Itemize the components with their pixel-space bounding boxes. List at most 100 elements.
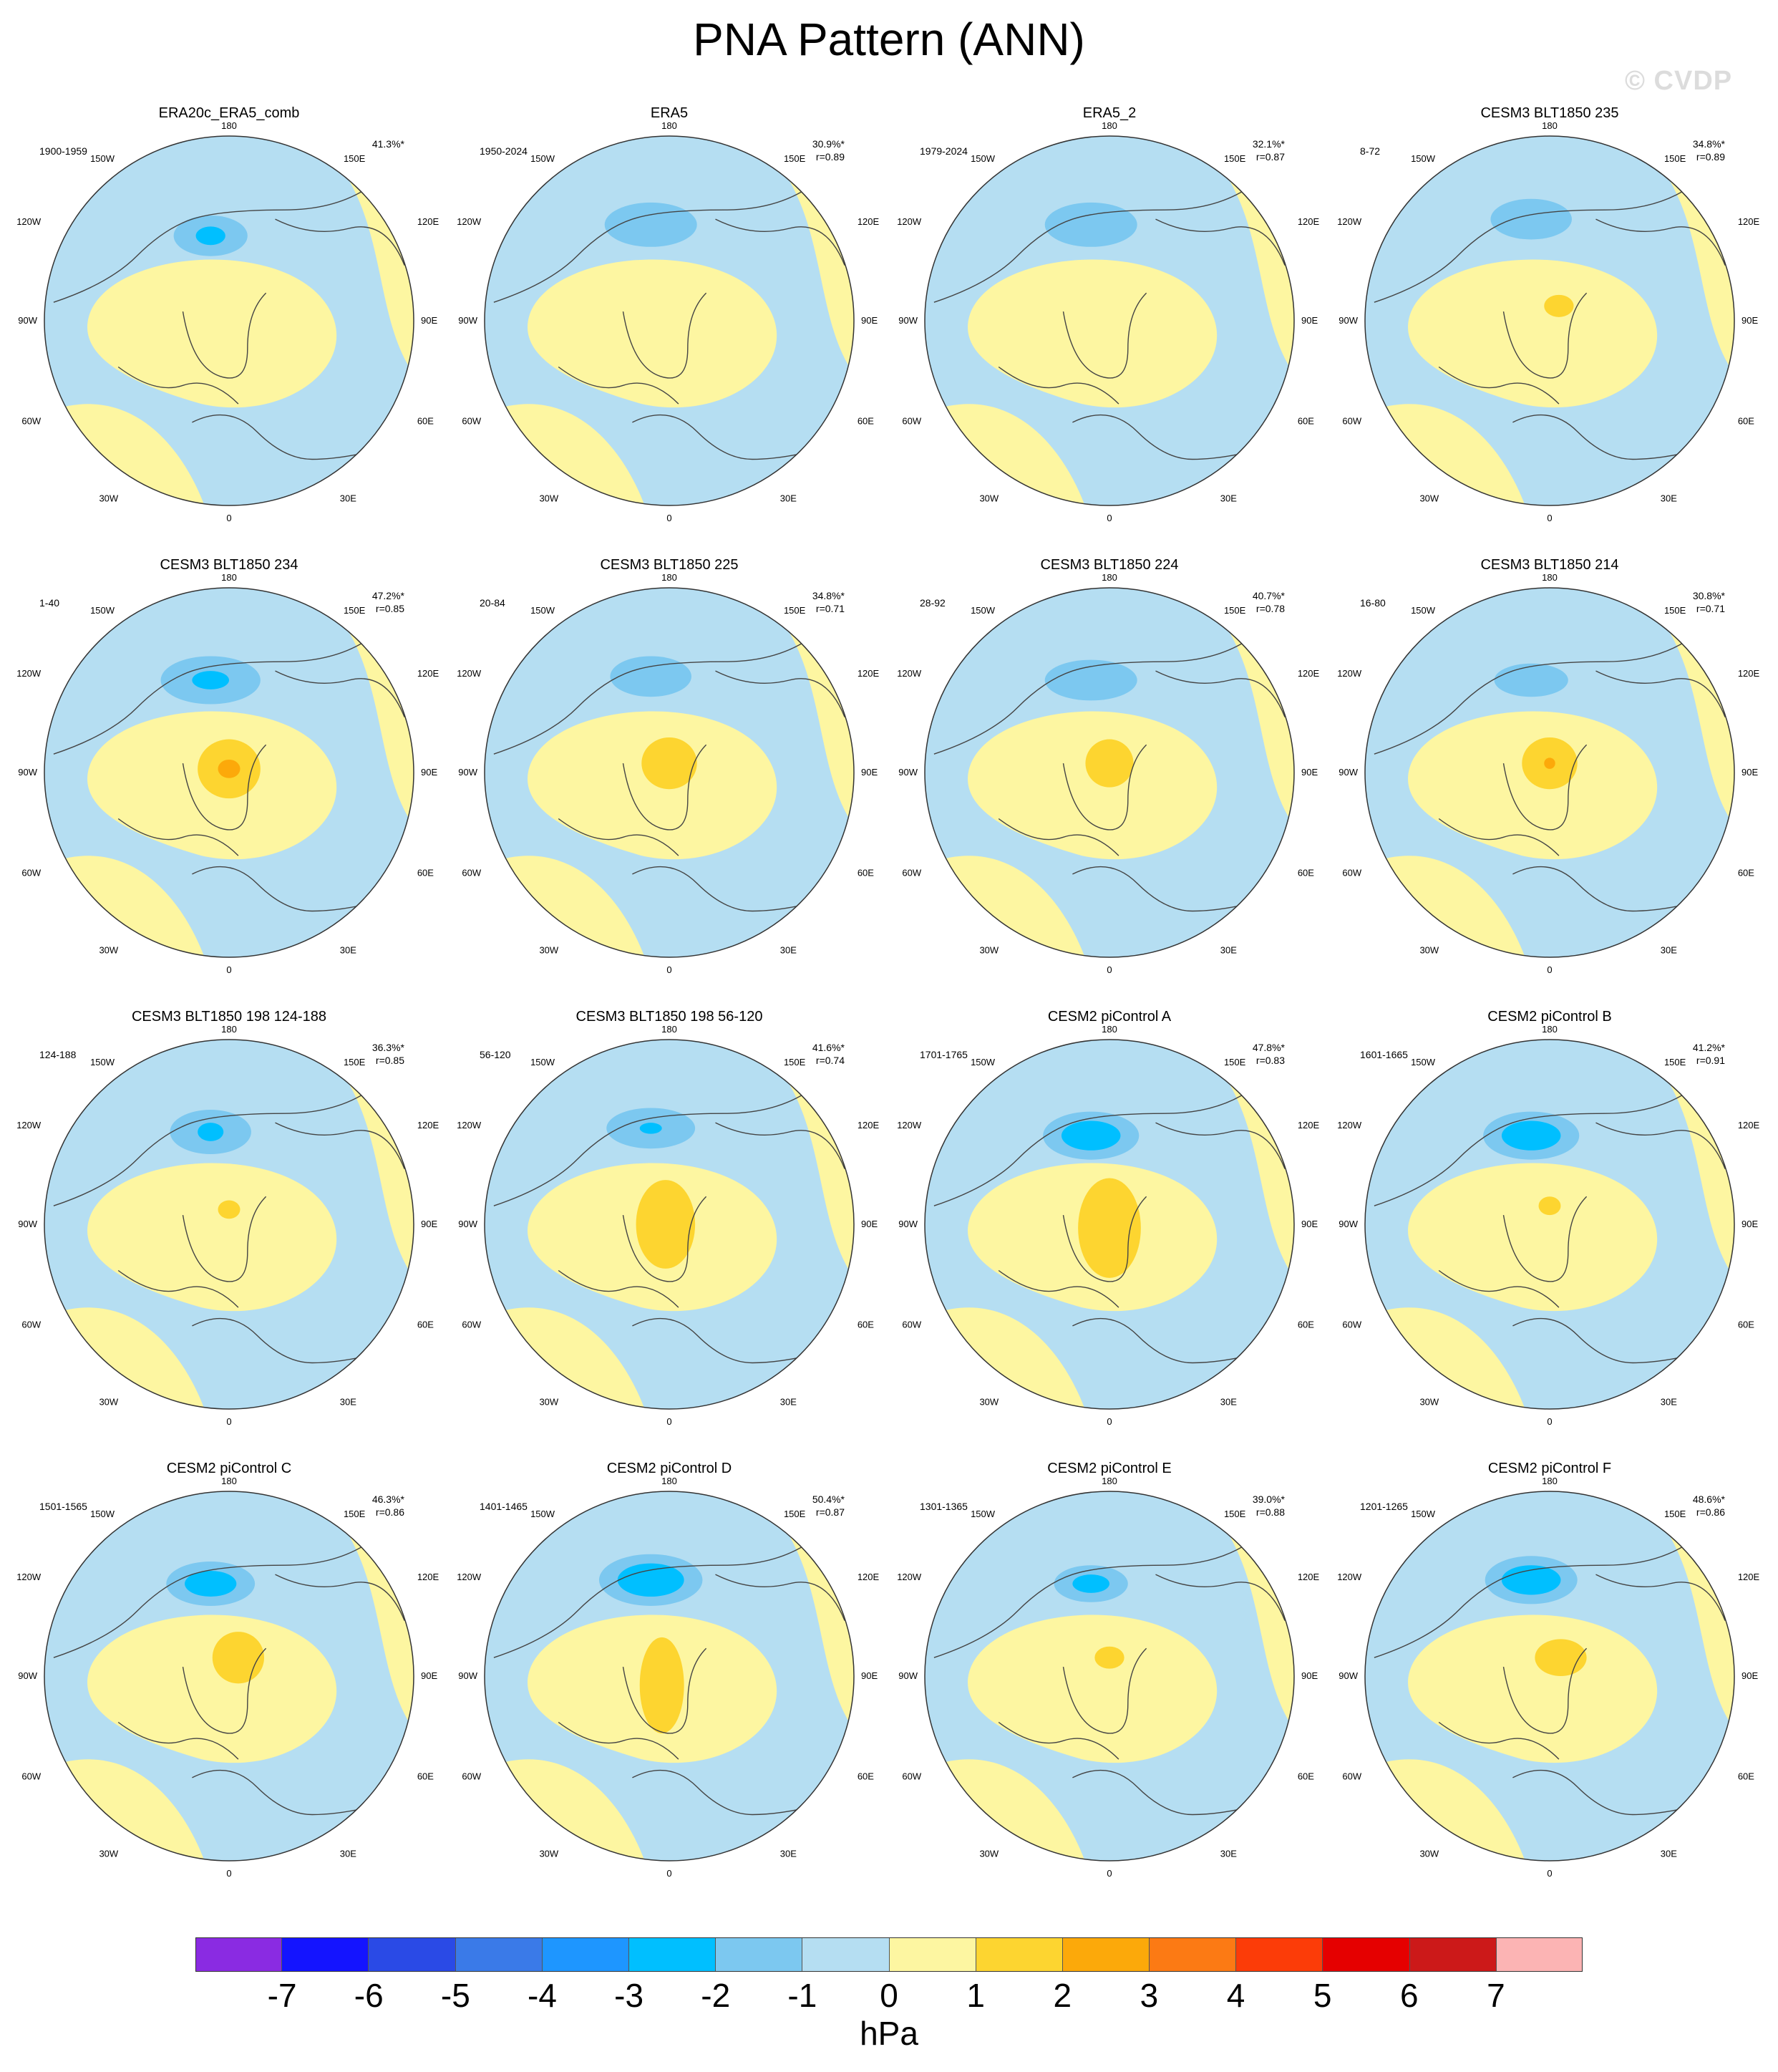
longitude-label: 180	[221, 1024, 237, 1035]
low-anomaly-contour	[1044, 659, 1137, 701]
longitude-label: 60W	[462, 867, 481, 878]
longitude-label: 90E	[1301, 767, 1318, 778]
longitude-label: 90W	[18, 315, 37, 326]
coastline	[1438, 366, 1560, 405]
longitude-label: 60E	[1738, 1319, 1754, 1330]
longitude-label: 0	[1547, 1868, 1552, 1879]
longitude-label: 150W	[90, 153, 115, 164]
panel-title: CESM2 piControl E	[1047, 1461, 1171, 1476]
longitude-label: 30W	[1419, 1397, 1439, 1408]
map-panel: CESM3 BLT1850 234 1-40 47.2%* r=0.85 180 150W…	[16, 557, 439, 975]
coastline	[1155, 1122, 1286, 1169]
longitude-label: 0	[1107, 1416, 1112, 1427]
panel-correlation: r=0.87	[1256, 151, 1285, 163]
longitude-label: 150W	[530, 1509, 555, 1519]
low-anomaly-core	[185, 1570, 237, 1597]
longitude-label: 90W	[1339, 767, 1358, 778]
map-panel: CESM2 piControl D 1401-1465 50.4%*r=0.87 18…	[457, 1461, 879, 1879]
coastline	[53, 1076, 387, 1206]
panel-variance: 39.0%*	[1253, 1494, 1286, 1505]
panel-title: CESM2 piControl B	[1487, 1009, 1611, 1025]
positive-anomaly-area	[87, 259, 337, 408]
map-panel: ERA20c_ERA5_comb 1900-1959 41.3%* 180 150W 15…	[16, 105, 439, 523]
panel-title: CESM3 BLT1850 198 56-120	[576, 1009, 763, 1025]
high-anomaly-contour	[1094, 1646, 1124, 1669]
longitude-label: 150E	[344, 1057, 366, 1068]
coastline	[1072, 866, 1258, 912]
longitude-label: 60W	[902, 867, 921, 878]
coastline	[1595, 1122, 1726, 1169]
high-anomaly-contour	[1535, 1639, 1587, 1676]
longitude-label: 60W	[902, 1771, 921, 1781]
panel-correlation: r=0.71	[1696, 603, 1725, 614]
longitude-label: 30W	[539, 1849, 558, 1859]
positive-anomaly-area	[1408, 1614, 1658, 1763]
map-border	[924, 1491, 1295, 1862]
longitude-label: 30W	[979, 945, 999, 956]
colorbar-box	[802, 1937, 890, 1972]
longitude-label: 90E	[1301, 1670, 1318, 1681]
coastline	[715, 218, 845, 266]
longitude-label: 180	[661, 572, 677, 583]
panel-title: CESM3 BLT1850 214	[1480, 557, 1618, 573]
longitude-label: 60E	[417, 1319, 434, 1330]
longitude-label: 150W	[1411, 1057, 1436, 1068]
longitude-label: 30E	[1220, 1849, 1237, 1859]
map-border	[1364, 1039, 1735, 1410]
coastline	[192, 1317, 377, 1364]
longitude-label: 30W	[979, 1397, 999, 1408]
panel-title: ERA5_2	[1083, 105, 1137, 121]
longitude-label: 90W	[458, 315, 477, 326]
longitude-label: 120E	[858, 1572, 880, 1582]
longitude-label: 150W	[971, 153, 996, 164]
panel-years: 1601-1665	[1360, 1049, 1408, 1060]
low-anomaly-contour	[604, 202, 697, 247]
colorbar-box	[1150, 1937, 1237, 1972]
longitude-label: 90W	[1339, 1670, 1358, 1681]
colorbar-box	[889, 1937, 976, 1972]
longitude-label: 150E	[1224, 1057, 1246, 1068]
longitude-label: 0	[666, 1416, 671, 1427]
coastline	[1374, 1528, 1707, 1658]
colorbar-tick-label: -7	[267, 1977, 297, 2014]
longitude-label: 30W	[539, 493, 558, 504]
colorbar-box	[455, 1937, 543, 1972]
panel-variance: 41.6%*	[812, 1042, 845, 1053]
coastline	[558, 818, 679, 856]
map-border	[484, 135, 855, 506]
map-panel: CESM2 piControl B 1601-1665 41.2%* r=0.91 18…	[1337, 1009, 1760, 1427]
panel-correlation: r=0.86	[376, 1506, 404, 1518]
longitude-label: 30E	[340, 1397, 356, 1408]
longitude-label: 60W	[462, 1319, 481, 1330]
coastline	[1595, 1574, 1726, 1621]
panel-correlation: r=0.86	[1696, 1506, 1725, 1518]
coastline	[1438, 1269, 1560, 1308]
high-anomaly-contour	[212, 1632, 265, 1684]
positive-anomaly-area	[528, 259, 777, 408]
low-anomaly-contour	[1494, 663, 1568, 697]
longitude-label: 60W	[21, 1319, 41, 1330]
low-anomaly-core	[1501, 1120, 1561, 1151]
figure-title: PNA Pattern (ANN)	[693, 14, 1085, 65]
longitude-label: 90E	[1301, 315, 1318, 326]
coastline	[1062, 292, 1147, 379]
map-border	[924, 587, 1295, 958]
colorbar-tick-label: 6	[1399, 1977, 1419, 2014]
colorbar-box	[716, 1937, 803, 1972]
longitude-label: 180	[1102, 572, 1117, 583]
longitude-label: 0	[666, 513, 671, 523]
longitude-label: 30W	[99, 1849, 118, 1859]
longitude-label: 60W	[1342, 867, 1361, 878]
map-panel: ERA5_2 1979-2024 32.1%*r=0.87 180 150W 150E 12…	[897, 105, 1319, 523]
coastline	[275, 670, 405, 717]
map-panel: ERA5 1950-2024 30.9%*r=0.89 180 150W 150E 120W…	[457, 105, 879, 523]
longitude-label: 120W	[16, 668, 42, 679]
longitude-label: 60W	[902, 1319, 921, 1330]
panel-years: 1900-1959	[39, 145, 87, 157]
longitude-label: 150E	[344, 1509, 366, 1519]
longitude-label: 90W	[18, 1219, 37, 1229]
longitude-label: 150E	[1224, 605, 1246, 616]
longitude-label: 120E	[1738, 1120, 1760, 1131]
longitude-label: 120W	[897, 668, 922, 679]
high-anomaly-contour	[1085, 739, 1134, 788]
